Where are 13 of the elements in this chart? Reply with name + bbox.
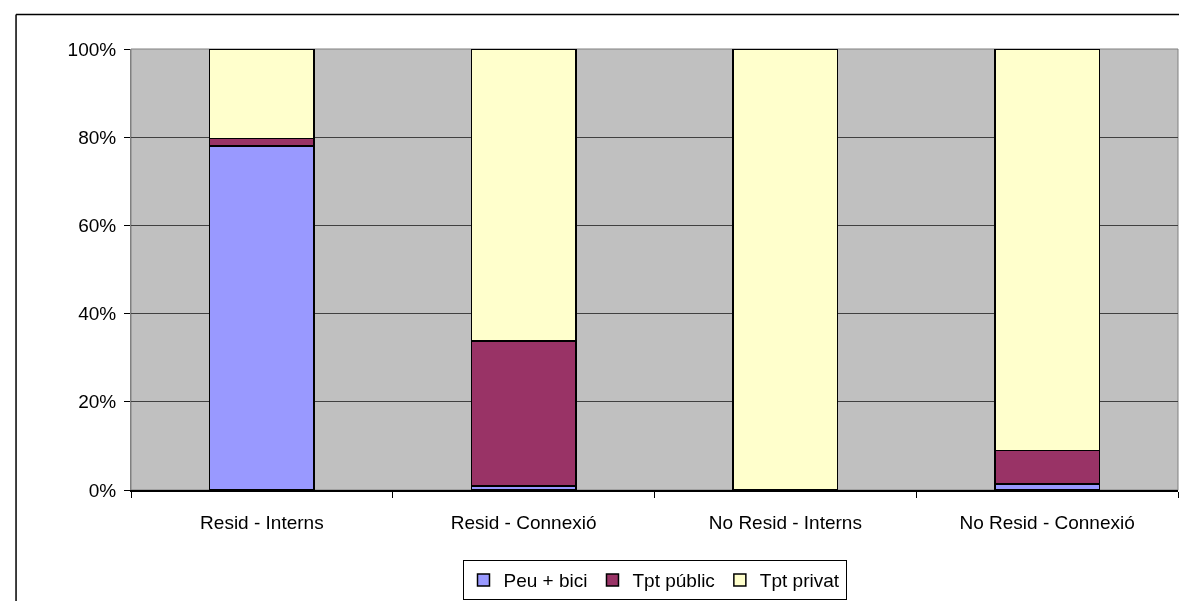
legend-label: Tpt públic xyxy=(632,570,715,592)
legend-label: Tpt privat xyxy=(759,570,840,592)
x-tick-label: No Resid - Interns xyxy=(708,511,862,533)
y-tick-label: 60% xyxy=(78,215,117,237)
y-tick-label: 80% xyxy=(78,126,117,148)
y-tick-label: 100% xyxy=(67,38,117,60)
legend-label: Peu + bici xyxy=(503,570,588,592)
y-tick-label: 40% xyxy=(78,303,117,325)
y-tick-label: 0% xyxy=(88,479,117,501)
x-tick-label: Resid - Interns xyxy=(200,511,324,533)
y-tick-label: 20% xyxy=(78,391,117,413)
x-tick-label: No Resid - Connexió xyxy=(959,511,1135,533)
x-tick-label: Resid - Connexió xyxy=(450,511,597,533)
